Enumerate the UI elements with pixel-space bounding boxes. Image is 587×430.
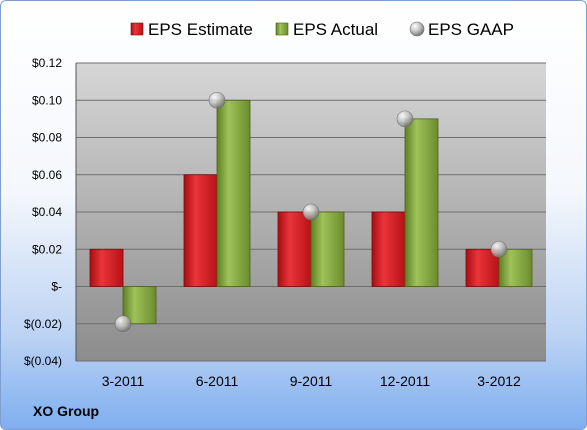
- x-tick-label: 12-2011: [380, 373, 431, 389]
- bar-eps-actual: [404, 118, 439, 287]
- gaap-points: [114, 91, 508, 333]
- point-eps-gaap: [302, 203, 320, 221]
- bar-eps-estimate: [183, 174, 218, 287]
- bar-eps-estimate: [371, 211, 406, 287]
- point-eps-gaap: [396, 110, 414, 128]
- y-tick-label: $0.02: [32, 242, 62, 256]
- bar-eps-estimate: [277, 211, 312, 287]
- legend-label: EPS Estimate: [148, 20, 253, 39]
- y-tick-label: $0.06: [32, 168, 62, 182]
- legend: EPS Estimate EPS Actual EPS GAAP: [130, 20, 514, 39]
- bars: [89, 99, 533, 325]
- company-name: XO Group: [33, 403, 100, 419]
- legend-swatch: [409, 21, 425, 37]
- bar-eps-estimate: [89, 248, 124, 287]
- legend-swatch: [130, 22, 144, 36]
- x-tick-label: 3-2011: [102, 373, 145, 389]
- y-tick-label: $0.04: [32, 205, 62, 219]
- y-axis: $0.12 $0.10 $0.08 $0.06 $0.04 $0.02 $- $(0.02) $…: [24, 56, 77, 368]
- bar-eps-actual: [216, 99, 251, 287]
- x-tick-label: 3-2012: [477, 373, 521, 389]
- point-eps-gaap: [208, 91, 226, 109]
- y-tick-label: $0.08: [32, 131, 62, 145]
- legend-label: EPS Actual: [293, 20, 378, 39]
- y-tick-label: $0.12: [32, 56, 62, 70]
- y-tick-label: $(0.02): [24, 317, 62, 331]
- legend-label: EPS GAAP: [428, 20, 514, 39]
- x-tick-label: 9-2011: [290, 373, 333, 389]
- y-tick-label: $(0.04): [24, 354, 62, 368]
- x-tick-label: 6-2011: [196, 373, 239, 389]
- point-eps-gaap: [114, 315, 132, 333]
- bar-eps-actual: [310, 211, 345, 287]
- legend-swatch: [275, 22, 289, 36]
- x-axis: 3-2011 6-2011 9-2011 12-2011 3-2012: [102, 373, 521, 389]
- point-eps-gaap: [490, 240, 508, 258]
- y-tick-label: $0.10: [32, 93, 62, 107]
- y-tick-label: $-: [51, 280, 62, 294]
